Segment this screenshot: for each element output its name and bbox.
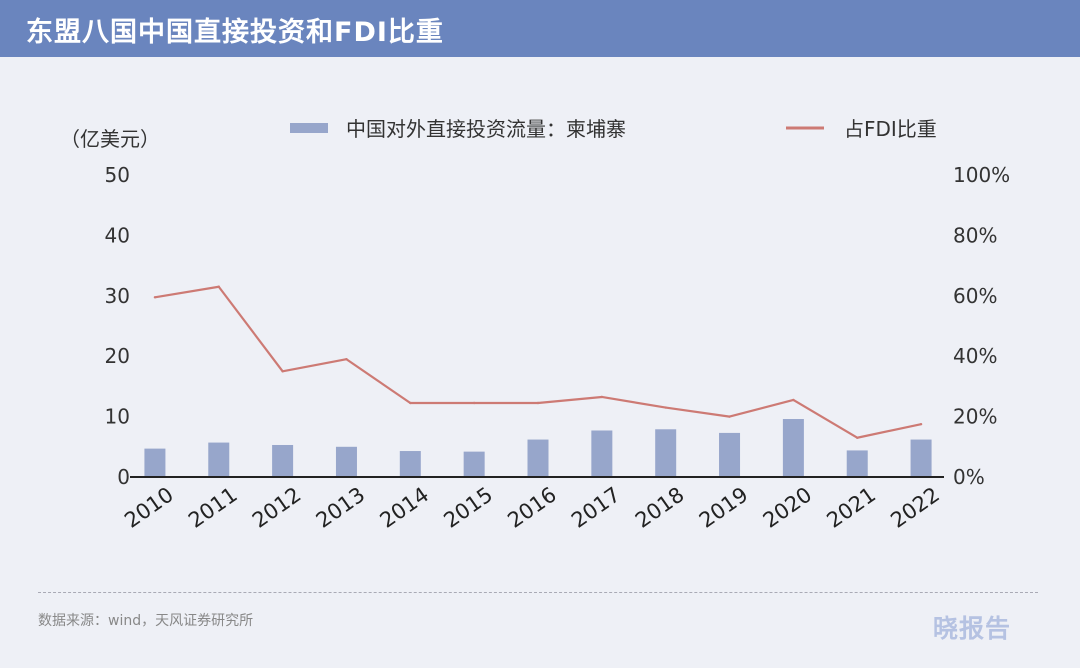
y-left-tick-label: 30	[105, 284, 130, 308]
bar-2019	[719, 432, 741, 477]
x-tick-label: 2018	[631, 482, 689, 532]
x-tick-label: 2011	[184, 482, 242, 532]
y-left-tick-label: 50	[105, 163, 130, 187]
y-left-tick-label: 0	[117, 465, 130, 489]
bar-2010	[144, 448, 166, 477]
line-point-2017	[600, 395, 604, 399]
legend-bar-swatch	[290, 123, 328, 133]
line-point-2019	[728, 415, 731, 418]
bar-series	[144, 419, 932, 477]
y-right-tick-label: 60%	[953, 284, 997, 308]
bar-2016	[527, 439, 549, 477]
y-left-tick-label: 20	[105, 344, 130, 368]
bar-2012	[272, 444, 294, 477]
x-tick-label: 2013	[312, 482, 370, 532]
watermark-logo: 晓报告	[933, 614, 1012, 643]
legend-bar-label: 中国对外直接投资流量：柬埔寨	[346, 117, 626, 141]
line-point-2012	[281, 370, 284, 373]
line-point-2016	[536, 401, 540, 405]
y-axis-unit-label: （亿美元）	[60, 127, 160, 151]
bar-2021	[846, 450, 868, 477]
x-tick-label: 2012	[248, 482, 306, 532]
bar-2022	[910, 439, 932, 477]
line-fdi-share	[154, 285, 922, 439]
y-right-tick-label: 80%	[953, 223, 997, 247]
bar-2017	[591, 430, 613, 477]
line-point-2021	[856, 436, 859, 439]
bar-2011	[208, 442, 230, 477]
x-tick-label: 2010	[120, 482, 178, 532]
x-tick-label: 2021	[823, 482, 881, 532]
y-right-tick-label: 40%	[953, 344, 997, 368]
page-title: 东盟八国中国直接投资和FDI比重	[26, 17, 444, 48]
source-note: 数据来源：wind，天风证券研究所	[38, 613, 254, 629]
y-right-tick-label: 0%	[953, 465, 985, 489]
bar-2013	[335, 446, 357, 477]
line-point-2010	[153, 296, 157, 299]
line-point-2015	[472, 401, 476, 405]
legend: 中国对外直接投资流量：柬埔寨 占FDI比重	[290, 117, 937, 141]
x-tick-label: 2014	[376, 482, 434, 532]
x-tick-label: 2022	[886, 482, 944, 532]
x-tick-label: 2019	[695, 482, 753, 532]
bar-2014	[399, 451, 421, 477]
y-left-tick-label: 40	[105, 223, 130, 247]
y-right-tick-label: 20%	[953, 405, 997, 429]
line-series	[153, 285, 923, 439]
y-right-tick-label: 100%	[953, 163, 1010, 187]
legend-line-label: 占FDI比重	[844, 117, 937, 141]
line-point-2013	[345, 358, 348, 361]
bar-2020	[782, 419, 804, 477]
y-left-tick-label: 10	[105, 405, 130, 429]
x-tick-label: 2015	[439, 482, 497, 532]
line-point-2022	[919, 422, 923, 426]
x-tick-label: 2017	[567, 482, 625, 532]
bar-2018	[655, 429, 677, 477]
x-axis-labels: 2010 2011 2012 2013 2014 2015 2016 2017 2018 2019…	[120, 482, 944, 532]
y-axis-right: 0% 20% 40% 60% 80% 100%	[953, 163, 1010, 489]
line-point-2020	[792, 398, 795, 402]
legend-line-swatch	[786, 126, 824, 130]
line-point-2011	[217, 285, 220, 288]
footer-divider	[38, 592, 1038, 593]
line-point-2018	[664, 406, 667, 409]
x-tick-label: 2020	[759, 482, 817, 532]
bar-2015	[463, 451, 485, 477]
y-axis-left: 0 10 20 30 40 50	[105, 163, 130, 489]
x-tick-label: 2016	[503, 482, 561, 532]
header-bar: 东盟八国中国直接投资和FDI比重	[0, 0, 1080, 57]
line-point-2014	[409, 401, 412, 405]
